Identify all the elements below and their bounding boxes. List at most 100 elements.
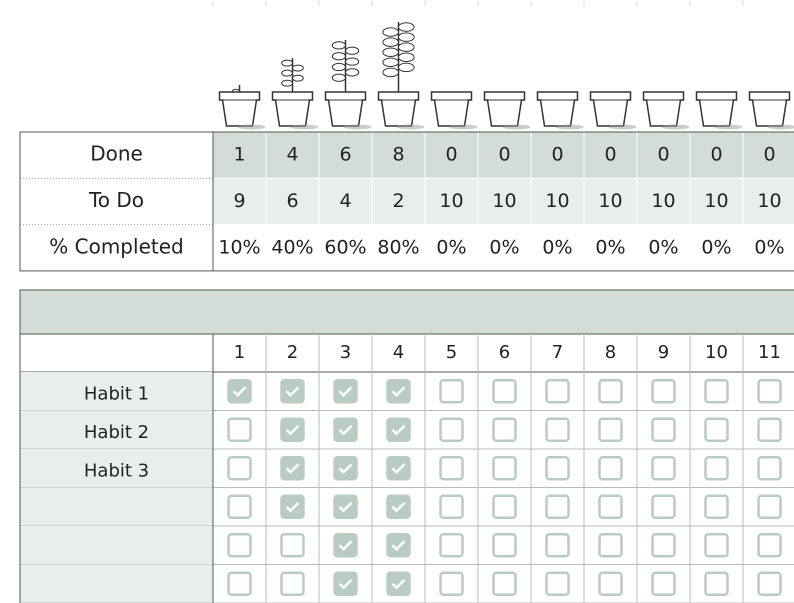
checkbox[interactable] <box>227 494 252 519</box>
checkbox[interactable] <box>704 379 729 404</box>
day-number: 3 <box>340 342 351 363</box>
checkbox[interactable] <box>545 494 570 519</box>
checkbox[interactable] <box>227 417 252 442</box>
checkbox[interactable] <box>598 533 623 558</box>
checkbox[interactable] <box>545 533 570 558</box>
value: 0% <box>648 236 678 258</box>
checkbox[interactable] <box>492 494 517 519</box>
checkbox[interactable] <box>704 494 729 519</box>
checkbox[interactable] <box>227 379 252 404</box>
pot <box>430 91 473 127</box>
checkbox[interactable] <box>333 379 358 404</box>
checkbox[interactable] <box>757 456 782 481</box>
checkbox[interactable] <box>439 456 464 481</box>
leaf <box>281 59 294 67</box>
checkbox[interactable] <box>651 571 676 596</box>
checkbox[interactable] <box>439 494 464 519</box>
checkbox[interactable] <box>386 494 411 519</box>
day-number: 5 <box>446 342 457 363</box>
row-label: To Do <box>88 188 144 212</box>
checkbox[interactable] <box>545 571 570 596</box>
checkbox[interactable] <box>492 379 517 404</box>
pot-shadow <box>767 124 794 130</box>
checkbox[interactable] <box>227 456 252 481</box>
checkbox[interactable] <box>598 456 623 481</box>
plant-pot <box>271 58 319 130</box>
checkbox[interactable] <box>386 571 411 596</box>
checkbox[interactable] <box>439 379 464 404</box>
leaf <box>382 27 400 37</box>
checkbox[interactable] <box>704 417 729 442</box>
checkbox[interactable] <box>704 456 729 481</box>
value: 60% <box>324 236 366 258</box>
value: 10 <box>598 190 622 212</box>
checkbox[interactable] <box>651 456 676 481</box>
checkbox[interactable] <box>757 417 782 442</box>
checkbox[interactable] <box>598 494 623 519</box>
value: 10 <box>492 190 516 212</box>
checkmark <box>285 501 300 513</box>
pot <box>642 91 685 127</box>
checkbox[interactable] <box>651 494 676 519</box>
checkbox[interactable] <box>386 379 411 404</box>
value: 10 <box>757 190 781 212</box>
tracker-header-band <box>19 289 794 335</box>
checkbox[interactable] <box>757 379 782 404</box>
checkmark <box>391 386 406 398</box>
value: 6 <box>286 190 298 212</box>
checkbox[interactable] <box>227 533 252 558</box>
checkbox[interactable] <box>280 379 305 404</box>
checkmark <box>338 501 353 513</box>
checkbox[interactable] <box>333 417 358 442</box>
checkbox[interactable] <box>280 494 305 519</box>
checkbox[interactable] <box>651 379 676 404</box>
checkbox[interactable] <box>492 456 517 481</box>
checkbox[interactable] <box>757 494 782 519</box>
checkbox[interactable] <box>280 571 305 596</box>
checkbox[interactable] <box>757 571 782 596</box>
leaf <box>345 68 360 77</box>
checkbox[interactable] <box>545 379 570 404</box>
checkbox[interactable] <box>545 456 570 481</box>
checkbox[interactable] <box>439 571 464 596</box>
pot-shadow <box>714 124 743 130</box>
checkmark <box>391 578 406 590</box>
checkbox[interactable] <box>598 379 623 404</box>
checkbox[interactable] <box>492 417 517 442</box>
pot <box>271 91 314 127</box>
checkbox[interactable] <box>280 456 305 481</box>
checkbox[interactable] <box>651 533 676 558</box>
checkbox[interactable] <box>598 571 623 596</box>
checkbox[interactable] <box>333 456 358 481</box>
checkbox[interactable] <box>386 456 411 481</box>
pot <box>218 91 261 127</box>
checkbox[interactable] <box>492 533 517 558</box>
pot-shadow <box>661 124 690 130</box>
checkbox[interactable] <box>651 417 676 442</box>
habit-label-cell <box>20 449 213 488</box>
checkbox[interactable] <box>439 417 464 442</box>
value: 4 <box>339 190 351 212</box>
checkmark <box>338 424 353 436</box>
value: 0 <box>604 144 616 166</box>
checkbox[interactable] <box>439 533 464 558</box>
day-number: 10 <box>705 342 728 363</box>
checkbox[interactable] <box>704 571 729 596</box>
checkbox[interactable] <box>704 533 729 558</box>
checkbox[interactable] <box>386 417 411 442</box>
checkbox[interactable] <box>333 494 358 519</box>
checkbox[interactable] <box>280 533 305 558</box>
checkbox[interactable] <box>280 417 305 442</box>
checkbox[interactable] <box>492 571 517 596</box>
checkbox[interactable] <box>333 571 358 596</box>
checkbox[interactable] <box>333 533 358 558</box>
checkbox[interactable] <box>545 417 570 442</box>
day-number: 4 <box>393 342 404 363</box>
checkbox[interactable] <box>386 533 411 558</box>
pot-shadow <box>608 124 637 130</box>
leaf <box>292 74 304 82</box>
checkbox[interactable] <box>227 571 252 596</box>
checkbox[interactable] <box>757 533 782 558</box>
checkbox[interactable] <box>598 417 623 442</box>
